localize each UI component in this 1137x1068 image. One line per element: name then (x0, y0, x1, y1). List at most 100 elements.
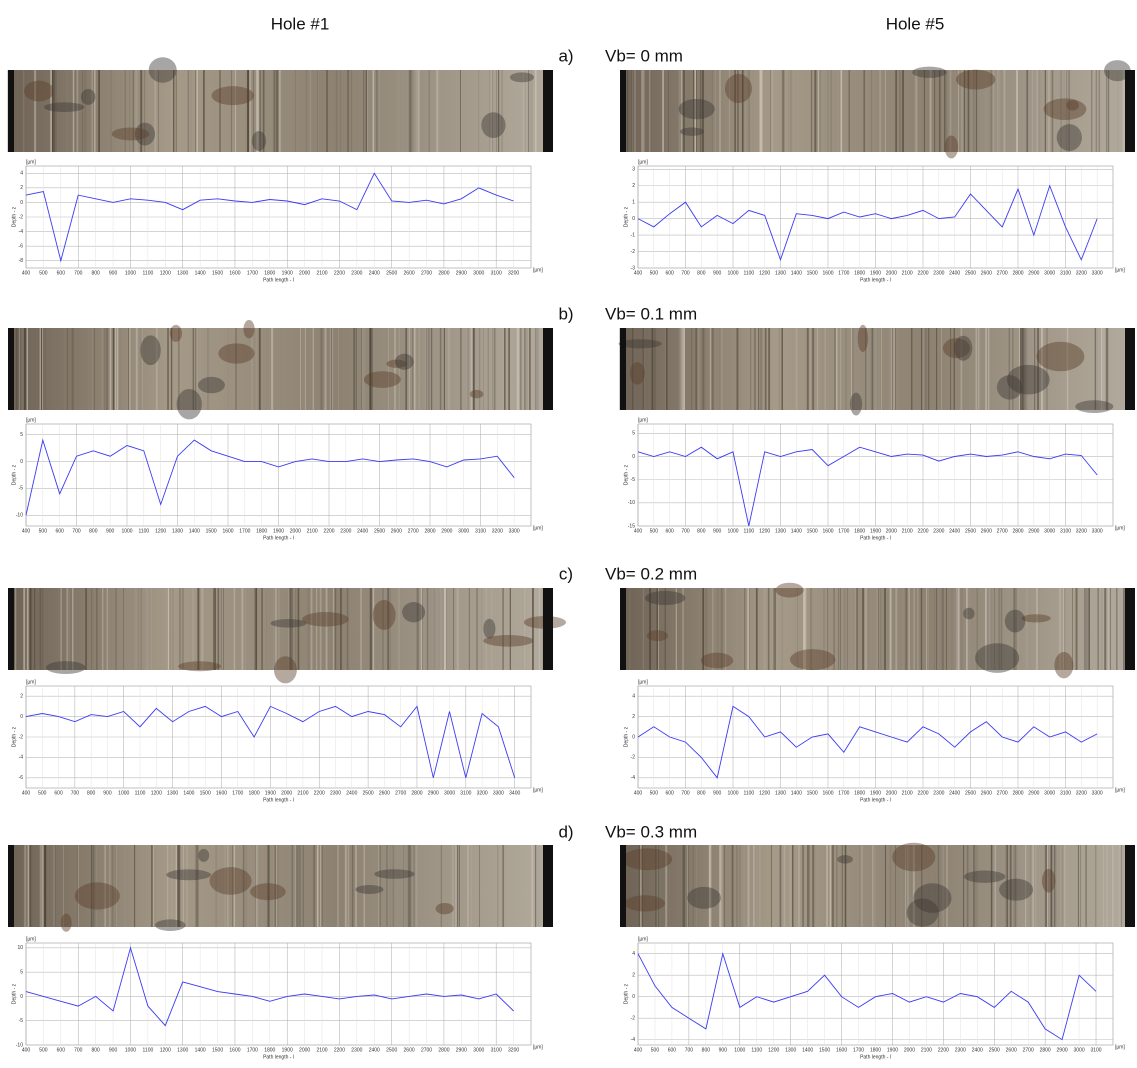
x-tick-label: 600 (54, 790, 63, 796)
surface-photo (618, 324, 1135, 416)
x-axis-label: Path length - l (263, 535, 294, 541)
y-tick-label: 1 (632, 200, 635, 206)
x-tick-label: 600 (57, 1047, 66, 1053)
photo-spot (198, 848, 210, 862)
x-tick-label: 1600 (836, 1047, 847, 1053)
x-tick-label: 900 (713, 270, 722, 276)
photo-spot (355, 885, 384, 894)
x-tick-label: 600 (665, 270, 674, 276)
photo-spot (211, 86, 255, 106)
x-tick-label: 1800 (870, 1047, 881, 1053)
x-tick-label: 3400 (509, 790, 520, 796)
row-caption: Vb= 0.1 mm (605, 304, 697, 323)
x-tick-label: 3200 (508, 1047, 519, 1053)
x-tick-label: 1200 (151, 790, 162, 796)
y-tick-label: -10 (16, 1042, 23, 1048)
photo-spot (942, 338, 970, 359)
x-tick-label: 2200 (917, 790, 928, 796)
x-tick-label: 1000 (727, 270, 738, 276)
x-tick-label: 1600 (216, 790, 227, 796)
y-tick-label: 2 (632, 183, 635, 189)
x-tick-label: 1400 (791, 790, 802, 796)
x-tick-label: 1000 (727, 790, 738, 796)
photo-edge (8, 588, 14, 670)
x-tick-label: 500 (650, 270, 659, 276)
x-tick-label: 2600 (391, 528, 402, 534)
x-tick-label: 1400 (195, 270, 206, 276)
y-tick-label: -4 (19, 755, 24, 761)
x-tick-label: 1400 (183, 790, 194, 796)
photo-edge (543, 70, 553, 152)
x-tick-label: 700 (71, 790, 80, 796)
profile-line (637, 184, 1098, 262)
x-tick-label: 3100 (1060, 790, 1071, 796)
y-axis-label: Depth - z (623, 983, 629, 1004)
x-tick-label: 1400 (791, 528, 802, 534)
photo-edge (543, 845, 553, 927)
photo-spot (1075, 400, 1114, 413)
y-tick-label: 5 (632, 431, 635, 437)
x-tick-label: 1000 (125, 270, 136, 276)
photo-spot (913, 883, 952, 913)
x-tick-label: 2100 (307, 528, 318, 534)
photo-spot (646, 630, 669, 642)
photo-spot (837, 855, 853, 864)
x-tick-label: 3200 (1076, 790, 1087, 796)
x-tick-label: 1900 (273, 528, 284, 534)
photo (620, 845, 1135, 927)
photo-edge (1125, 588, 1135, 670)
x-tick-label: 900 (106, 528, 115, 534)
y-tick-label: 0 (632, 994, 635, 1000)
row-label: d) (558, 822, 573, 841)
photo-edge (8, 70, 14, 152)
x-tick-label: 1300 (177, 1047, 188, 1053)
x-tick-label: 2700 (997, 790, 1008, 796)
unit-label: [µm] (1115, 525, 1125, 531)
x-tick-label: 3200 (1076, 270, 1087, 276)
unit-label: [µm] (638, 679, 648, 685)
x-tick-label: 1900 (870, 528, 881, 534)
x-tick-label: 800 (697, 790, 706, 796)
photo-spot (44, 102, 85, 112)
x-tick-label: 1800 (264, 1047, 275, 1053)
photo-spot (273, 656, 297, 684)
unit-label: [µm] (533, 1044, 543, 1050)
photo-spot (481, 112, 506, 138)
y-tick-label: -6 (19, 243, 24, 249)
x-tick-label: 1600 (229, 1047, 240, 1053)
y-tick-label: -2 (19, 214, 24, 220)
photo-edge (8, 328, 14, 410)
row-caption: Vb= 0.3 mm (605, 822, 697, 841)
x-tick-label: 1500 (212, 1047, 223, 1053)
x-tick-label: 500 (39, 270, 48, 276)
x-tick-label: 1300 (775, 270, 786, 276)
photo-spot (483, 618, 496, 639)
x-tick-label: 400 (22, 790, 31, 796)
photo-spot (134, 122, 156, 146)
x-tick-label: 3000 (473, 270, 484, 276)
x-tick-label: 900 (713, 528, 722, 534)
unit-label: [µm] (1115, 787, 1125, 793)
x-tick-label: 600 (55, 528, 64, 534)
y-tick-label: -2 (631, 755, 636, 761)
x-tick-label: 1700 (239, 528, 250, 534)
x-axis-label: Path length - l (263, 277, 294, 283)
x-tick-label: 2300 (330, 790, 341, 796)
photo-spot (372, 599, 396, 630)
surface-photo (8, 319, 553, 420)
x-tick-label: 2800 (438, 270, 449, 276)
unit-label: [µm] (533, 787, 543, 793)
photo-spot (509, 72, 535, 83)
photo-spot (1036, 341, 1085, 372)
x-tick-label: 1900 (870, 790, 881, 796)
x-tick-label: 2900 (456, 270, 467, 276)
x-tick-label: 2400 (949, 270, 960, 276)
x-tick-label: 1400 (791, 270, 802, 276)
x-tick-label: 2700 (421, 1047, 432, 1053)
x-tick-label: 1200 (160, 1047, 171, 1053)
photo-spot (999, 878, 1034, 901)
y-tick-label: -2 (19, 734, 24, 740)
y-tick-label: 0 (20, 200, 23, 206)
x-tick-label: 800 (702, 1047, 711, 1053)
x-tick-label: 1200 (759, 270, 770, 276)
